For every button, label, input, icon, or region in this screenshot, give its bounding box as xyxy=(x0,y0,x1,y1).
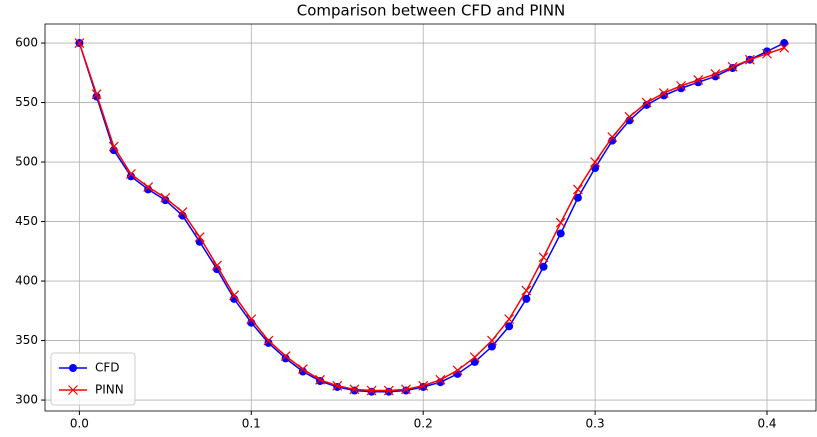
plot-frame xyxy=(44,23,817,412)
marker xyxy=(538,252,549,263)
legend-marker xyxy=(68,385,78,395)
marker xyxy=(727,61,738,72)
legend-label: PINN xyxy=(95,383,124,397)
y-tick-label: 550 xyxy=(15,95,38,109)
marker xyxy=(452,365,463,376)
marker xyxy=(418,380,429,391)
marker xyxy=(143,182,154,192)
marker xyxy=(401,384,411,395)
marker xyxy=(264,338,273,347)
marker xyxy=(779,42,790,53)
marker xyxy=(624,111,635,122)
marker xyxy=(572,184,583,195)
marker xyxy=(297,364,308,375)
marker xyxy=(126,169,136,179)
marker xyxy=(469,352,480,363)
y-tick-label: 450 xyxy=(15,214,38,228)
marker xyxy=(91,89,102,100)
marker xyxy=(350,386,359,395)
marker xyxy=(177,207,188,217)
x-tick-label: 0.4 xyxy=(757,417,776,431)
marker xyxy=(573,193,582,202)
marker xyxy=(74,38,85,48)
marker xyxy=(641,97,652,108)
y-tick-label: 300 xyxy=(15,393,38,407)
marker xyxy=(367,387,376,396)
marker xyxy=(280,351,291,361)
marker xyxy=(281,354,290,363)
y-tick-label: 400 xyxy=(15,274,38,288)
marker xyxy=(126,172,135,181)
marker xyxy=(693,75,704,85)
y-tick-label: 350 xyxy=(15,333,38,347)
marker xyxy=(505,322,514,331)
marker xyxy=(194,232,205,242)
marker xyxy=(522,294,531,303)
marker xyxy=(744,54,755,65)
y-tick-label: 500 xyxy=(15,155,38,169)
marker xyxy=(108,141,119,152)
marker xyxy=(658,88,669,98)
marker xyxy=(555,217,566,228)
marker xyxy=(384,387,393,396)
marker xyxy=(246,314,257,325)
marker xyxy=(539,262,548,271)
series-line xyxy=(78,42,785,392)
x-tick-label: 0.3 xyxy=(586,417,605,431)
x-tick-label: 0.2 xyxy=(414,417,433,431)
marker xyxy=(487,342,496,351)
marker xyxy=(435,374,446,385)
marker xyxy=(366,385,377,396)
marker xyxy=(160,192,171,203)
marker xyxy=(229,290,240,301)
marker xyxy=(762,48,772,59)
marker xyxy=(263,335,274,346)
y-tick-label: 600 xyxy=(15,36,38,50)
series xyxy=(74,38,790,396)
marker xyxy=(349,384,360,395)
marker xyxy=(556,229,565,238)
marker xyxy=(676,80,686,91)
legend-box xyxy=(50,352,136,406)
legend-marker xyxy=(69,364,77,372)
marker xyxy=(402,386,411,395)
marker xyxy=(315,374,325,385)
marker xyxy=(211,260,222,271)
marker xyxy=(161,196,170,205)
marker xyxy=(607,132,618,142)
x-tick-label: 0.0 xyxy=(70,417,89,431)
marker xyxy=(710,69,721,79)
marker xyxy=(642,100,651,109)
marker xyxy=(332,380,343,391)
x-tick-label: 0.1 xyxy=(242,417,261,431)
marker xyxy=(590,157,601,167)
chart-title: Comparison between CFD and PINN xyxy=(297,2,566,20)
marker xyxy=(521,285,532,296)
marker xyxy=(383,385,394,396)
marker xyxy=(487,335,497,346)
marker xyxy=(504,314,515,325)
series xyxy=(75,39,789,396)
legend-label: CFD xyxy=(95,361,120,375)
